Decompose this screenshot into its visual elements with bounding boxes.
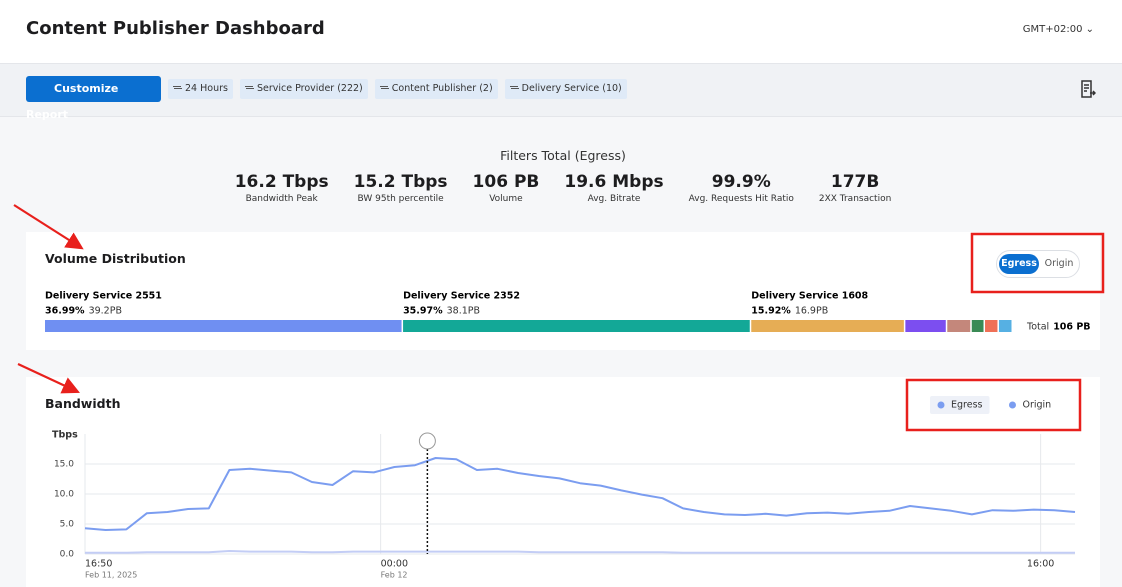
kpi-value: 99.9% [711, 172, 771, 192]
kpi-value: 177B [830, 172, 880, 192]
kpi-value: 15.2 Tbps [353, 172, 448, 192]
kpi: 16.2 Tbps Bandwidth Peak [235, 172, 329, 204]
kpi: 19.6 Mbps Avg. Bitrate [564, 172, 663, 204]
kpi-label: Avg. Bitrate [587, 194, 641, 204]
export-icon[interactable] [1080, 80, 1096, 98]
toggle-option[interactable]: Origin [1044, 258, 1074, 269]
kpi-value: 106 PB [472, 172, 540, 192]
kpi-value: 16.2 Tbps [234, 172, 329, 192]
customize-report-button[interactable]: Customize Report [26, 76, 161, 121]
kpi-title: Filters Total (Egress) [500, 148, 626, 163]
filter-chip[interactable]: Service Provider (222) [239, 79, 368, 99]
volume-card: Volume Distribution Egress Origin [26, 232, 1100, 350]
toggle: Egress Origin [996, 250, 1080, 278]
timezone-select[interactable]: GMT+02:00 ⌄ [1022, 24, 1094, 35]
filter-chips: 24 Hours Service Provider (222) Content Pu… [168, 79, 627, 99]
kpi-label: Volume [489, 194, 523, 204]
header: Content Publisher Dashboard GMT+02:00 ⌄ [0, 0, 1122, 64]
timezone: GMT+02:00 [1022, 24, 1083, 35]
bandwidth-card: Bandwidth [26, 377, 1100, 587]
kpi-value: 19.6 Mbps [564, 172, 664, 192]
card-title: Bandwidth [45, 396, 121, 411]
card-title: Volume Distribution [45, 251, 186, 266]
toolbar: Customize Report 24 Hours Service Provide… [0, 64, 1122, 121]
kpi-label: BW 95th percentile [357, 194, 444, 204]
page-title: Content Publisher Dashboard [26, 18, 325, 39]
filter-chip[interactable]: Delivery Service (10) [504, 79, 627, 99]
filter-chip[interactable]: Content Publisher (2) [374, 79, 498, 99]
kpi: 106 PB Volume [473, 172, 540, 204]
filter-chip[interactable]: 24 Hours [168, 79, 233, 99]
kpi: 99.9% Avg. Requests Hit Ratio [689, 172, 794, 204]
kpi-row: 16.2 Tbps Bandwidth Peak 15.2 Tbps BW 95th … [0, 172, 1122, 204]
toggle-option[interactable]: Egress [999, 254, 1039, 274]
kpi: 15.2 Tbps BW 95th percentile [354, 172, 448, 204]
kpi-label: Bandwidth Peak [245, 194, 318, 204]
kpi-label: 2XX Transaction [818, 194, 892, 204]
kpi-label: Avg. Requests Hit Ratio [688, 194, 794, 204]
kpi: 177B 2XX Transaction [819, 172, 891, 204]
